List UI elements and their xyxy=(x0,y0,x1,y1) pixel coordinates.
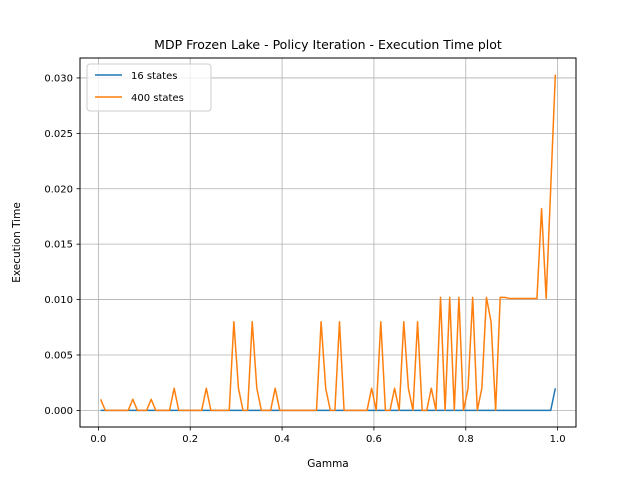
grid xyxy=(80,58,576,427)
x-tick-label: 0.6 xyxy=(366,434,382,445)
y-axis: 0.000 0.005 0.010 0.015 0.020 0.025 0.030 xyxy=(44,73,80,417)
x-tick-label: 0.0 xyxy=(90,434,106,445)
legend-label-1: 400 states xyxy=(131,93,184,104)
y-axis-label: Execution Time xyxy=(11,202,23,283)
legend-label-0: 16 states xyxy=(131,71,177,82)
plot-frame xyxy=(79,57,577,428)
x-tick-label: 0.4 xyxy=(274,434,290,445)
y-tick-label: 0.010 xyxy=(44,295,73,306)
x-tick-label: 0.2 xyxy=(182,434,198,445)
y-tick-label: 0.030 xyxy=(44,73,73,84)
x-tick-label: 0.8 xyxy=(458,434,474,445)
chart-title: MDP Frozen Lake - Policy Iteration - Exe… xyxy=(154,37,502,52)
y-tick-label: 0.025 xyxy=(44,129,73,140)
y-tick-label: 0.005 xyxy=(44,350,73,361)
y-tick-label: 0.020 xyxy=(44,184,73,195)
y-tick-label: 0.015 xyxy=(44,240,73,251)
legend: 16 states 400 states xyxy=(86,63,212,112)
x-axis: 0.0 0.2 0.4 0.6 0.8 1.0 xyxy=(90,427,566,445)
x-tick-label: 1.0 xyxy=(550,434,566,445)
series-line-0 xyxy=(100,388,557,412)
x-axis-label: Gamma xyxy=(307,458,348,470)
series-line-1 xyxy=(99,74,557,412)
y-tick-label: 0.000 xyxy=(44,406,73,417)
series-lines xyxy=(99,74,557,412)
